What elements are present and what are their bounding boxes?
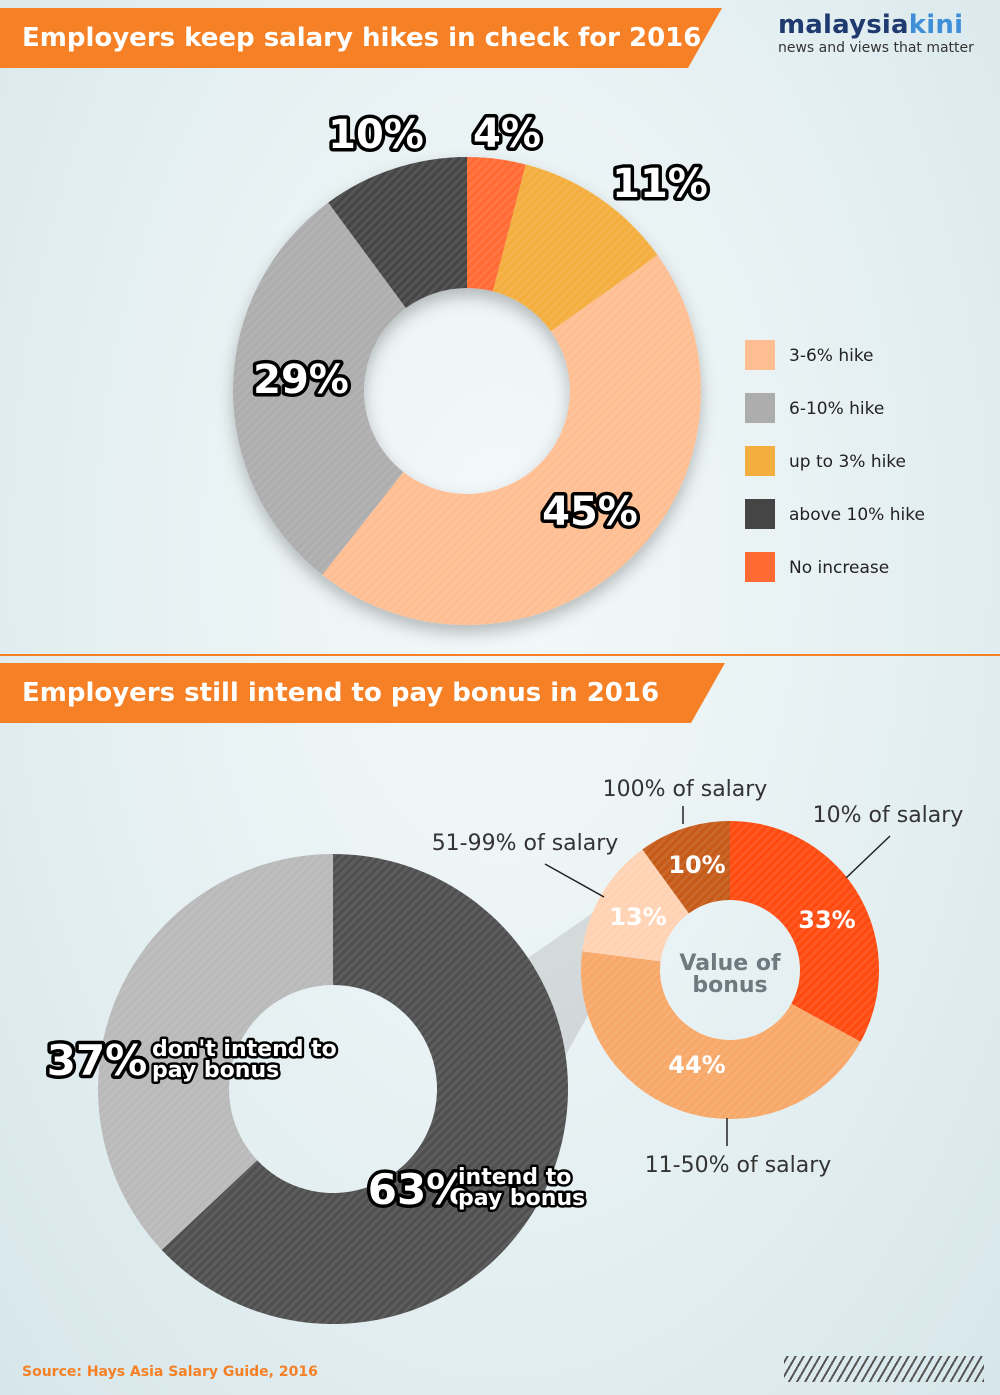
bonus-intent-donut [98, 854, 568, 1324]
legend-item-3-6-hike: 3-6% hike [745, 340, 985, 372]
bonus-intent-slice-texture [161, 854, 568, 1324]
salary-hike-value-6-10-hike: 29% [253, 357, 349, 403]
bonus-value-pct-10-of-salary: 33% [798, 906, 855, 934]
salary-hike-value-up-to-3-hike: 11% [612, 161, 708, 207]
legend-swatch [745, 446, 775, 476]
logo-name: malaysiakini [778, 10, 978, 40]
bonus-value-slice-texture [642, 820, 730, 914]
section-divider [0, 654, 1000, 656]
callout-line [544, 863, 605, 898]
bonus-intent-text-line2: pay bonus [458, 1186, 585, 1211]
salary-hike-value-above-10-hike: 10% [328, 112, 424, 158]
logo-main: malaysia [778, 10, 909, 40]
salary-hike-slice-texture [233, 202, 406, 575]
legend-label: 6-10% hike [789, 399, 885, 419]
callout-line [845, 835, 891, 879]
bonus-intent-value-yes: 63% [368, 1165, 469, 1214]
bonus-value-pct-100-of-salary: 10% [668, 851, 725, 879]
bonus-value-pct-11-50-of-salary: 44% [668, 1051, 725, 1079]
bonus-value-callout-11-50-of-salary: 11-50% of salary [645, 1153, 832, 1178]
bonus-value-center-line1: Value of [679, 951, 781, 976]
bonus-value-callout-100-of-salary: 100% of salary [603, 777, 768, 802]
bonus-value-center-line2: bonus [692, 973, 767, 998]
legend-swatch [745, 552, 775, 582]
legend-item-6-10-hike: 6-10% hike [745, 393, 985, 425]
bonus-value-slice-texture [582, 849, 689, 962]
legend-swatch [745, 393, 775, 423]
section-title-salary-hikes: Employers keep salary hikes in check for… [0, 8, 722, 68]
source-note: Source: Hays Asia Salary Guide, 2016 [22, 1364, 318, 1380]
legend-label: 3-6% hike [789, 346, 874, 366]
legend-label: up to 3% hike [789, 452, 907, 472]
salary-hike-slice-texture [328, 157, 467, 309]
decorative-hatch [784, 1356, 984, 1382]
salary-hike-slice-texture [492, 164, 658, 332]
legend-item-up-to-3-hike: up to 3% hike [745, 446, 985, 478]
salary-hike-value-3-6-hike: 45% [542, 489, 638, 535]
bonus-intent-value-no: 37% [47, 1036, 148, 1085]
legend-item-no-increase: No increase [745, 552, 985, 584]
logo-tagline: news and views that matter [778, 40, 974, 56]
bonus-value-slice-texture [581, 951, 861, 1119]
malaysiakini-logo[interactable]: malaysiakini news and views that matter [778, 10, 978, 56]
legend-swatch [745, 340, 775, 370]
bonus-nointent-text-line2: pay bonus [152, 1058, 279, 1083]
salary-hike-slice-texture [467, 157, 526, 292]
legend-swatch [745, 499, 775, 529]
bonus-intent-text-line1: intend to [458, 1165, 571, 1190]
bonus-value-callout-51-99-of-salary: 51-99% of salary [432, 831, 619, 856]
legend-label: above 10% hike [789, 505, 925, 525]
bonus-value-callout-10-of-salary: 10% of salary [813, 803, 964, 828]
salary-hike-value-no-increase: 4% [473, 111, 541, 157]
bonus-intent-slice-texture [98, 854, 334, 1250]
salary-hike-slice-texture [322, 255, 701, 625]
logo-accent: kini [908, 10, 964, 40]
legend-item-above-10-hike: above 10% hike [745, 499, 985, 531]
bonus-value-donut [581, 820, 879, 1119]
bonus-value-slice-texture [730, 821, 879, 1042]
legend-label: No increase [789, 558, 890, 578]
bonus-value-pct-51-99-of-salary: 13% [609, 903, 666, 931]
section-title-bonus: Employers still intend to pay bonus in 2… [0, 663, 725, 723]
salary-hike-donut [233, 157, 701, 625]
bonus-nointent-text-line1: don't intend to [152, 1037, 337, 1062]
